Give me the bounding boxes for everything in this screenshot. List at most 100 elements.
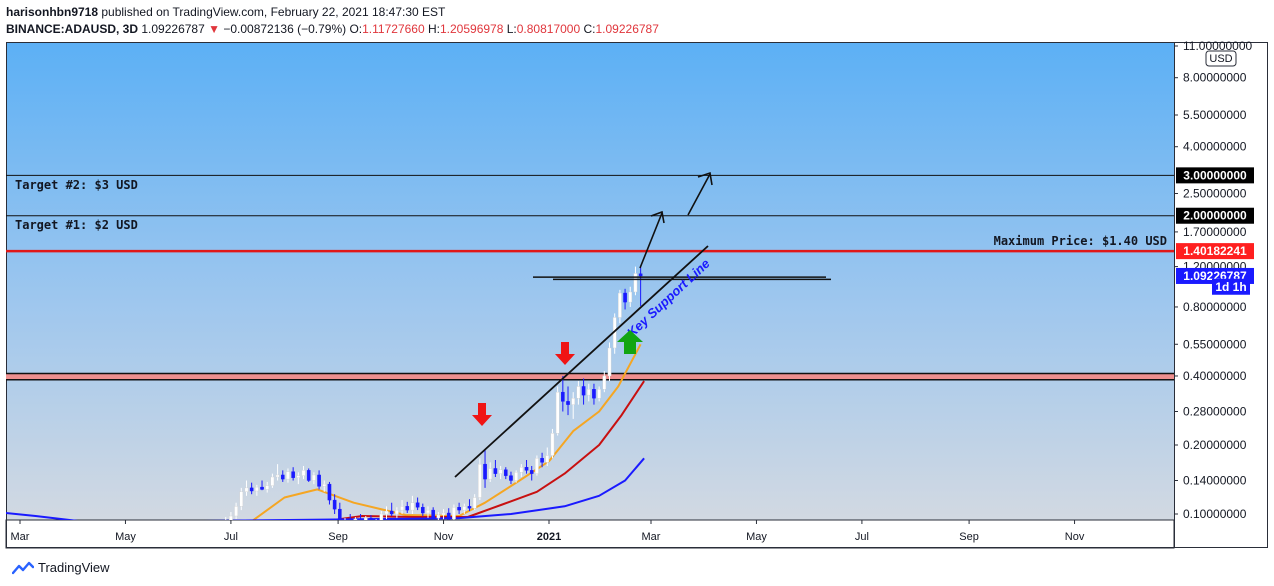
close-label: C: (583, 22, 596, 36)
candle-body (467, 506, 472, 509)
candle (452, 504, 456, 520)
red-down-arrow-icon (555, 342, 575, 365)
candle (638, 266, 643, 306)
candle-body (519, 467, 524, 473)
candle (405, 501, 410, 514)
candle (239, 487, 244, 511)
candle (623, 288, 627, 310)
candle (384, 506, 389, 520)
candle-body (234, 506, 238, 517)
y-tick-label: 1.70000000 (1183, 225, 1247, 239)
candle-body (457, 507, 461, 511)
high-label: H: (427, 22, 440, 36)
candle (529, 465, 534, 481)
candle (566, 386, 570, 416)
candle (472, 494, 477, 511)
candle (322, 480, 327, 492)
candle-body (633, 273, 638, 293)
target-1-label: Target #1: $2 USD (15, 218, 138, 232)
candle (306, 468, 311, 482)
candle (535, 455, 539, 476)
candle-body (509, 475, 513, 481)
candle (317, 470, 321, 490)
candle-body (550, 433, 555, 456)
candle (286, 468, 290, 483)
time-scale-labels: Mar May Jul Sep Nov 2021 Mar May Jul Sep Nov (11, 520, 1085, 543)
candle (483, 450, 487, 488)
price-axis[interactable] (1174, 42, 1268, 548)
candle-body (472, 497, 477, 509)
footer: TradingView (12, 560, 110, 575)
candle-body (312, 474, 316, 481)
price-badge-label: 1d 1h (1215, 280, 1246, 294)
arrow-head-icon (697, 171, 713, 186)
candle (576, 381, 581, 405)
brand-name[interactable]: TradingView (38, 560, 110, 575)
candle (229, 512, 233, 520)
price-badge-label: 1.40182241 (1183, 244, 1247, 258)
candle-body (358, 518, 363, 520)
candle (607, 342, 612, 382)
candle (612, 313, 617, 354)
low-label: L: (506, 22, 517, 36)
candle (301, 465, 306, 480)
candle (327, 481, 332, 505)
candle (571, 392, 576, 419)
candle-body (369, 517, 373, 520)
candle (628, 286, 633, 307)
candle-body (275, 474, 280, 478)
candle-body (478, 463, 482, 498)
projection-path-1 (639, 212, 663, 269)
projection-path-2 (687, 173, 711, 216)
currency-badge[interactable]: USD (1205, 50, 1237, 67)
x-tick-label: Mar (642, 531, 661, 543)
candle (498, 465, 503, 480)
candle-body (322, 483, 327, 487)
candle-body (638, 273, 643, 277)
candle (249, 482, 254, 495)
y-tick-label: 0.40000000 (1183, 369, 1247, 383)
x-tick-label: 2021 (537, 531, 561, 543)
candle (493, 460, 498, 478)
candle (545, 447, 550, 466)
plot-background (6, 42, 1174, 520)
candle-body (446, 512, 451, 520)
candle-body (405, 506, 410, 511)
candle-body (545, 455, 550, 463)
publish-info: harisonhbn9718 published on TradingView.… (6, 5, 445, 19)
candle (338, 502, 342, 520)
y-tick-label: 2.50000000 (1183, 187, 1247, 201)
candle-body (426, 509, 430, 514)
candle (265, 481, 270, 493)
candle-body (260, 486, 264, 490)
candle (389, 502, 394, 517)
candle (602, 371, 607, 393)
candle (462, 503, 467, 514)
candle (514, 470, 518, 483)
candle (421, 503, 425, 517)
candle-body (535, 458, 539, 474)
candle-body (229, 515, 233, 520)
candle (503, 467, 508, 480)
author-name[interactable]: harisonhbn9718 (6, 5, 99, 19)
close-value: 1.09226787 (595, 22, 659, 36)
high-value: 1.20596978 (439, 22, 504, 36)
candle (225, 517, 227, 520)
max-price-label: Maximum Price: $1.40 USD (994, 234, 1167, 248)
candle-body (571, 397, 576, 405)
candle (441, 509, 446, 520)
candle (312, 472, 316, 485)
candle (431, 507, 435, 520)
candle (436, 512, 441, 520)
candle-body (586, 389, 591, 396)
price-badge: 1d 1h (1212, 278, 1250, 295)
candle (358, 514, 363, 520)
candle-body (483, 463, 487, 480)
price-badge-label: 2.00000000 (1183, 209, 1247, 223)
candle-body (400, 506, 404, 511)
candle-body (286, 471, 290, 480)
time-axis[interactable] (5, 519, 1175, 549)
candle-body (431, 509, 435, 519)
candle-body (602, 375, 607, 390)
